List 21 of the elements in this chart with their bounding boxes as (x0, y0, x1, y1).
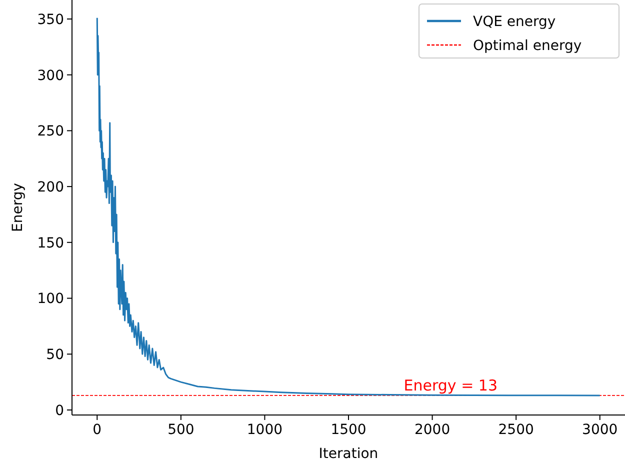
y-tick-label: 250 (37, 124, 64, 140)
x-axis-title: Iteration (318, 446, 378, 462)
y-tick-label: 150 (37, 235, 64, 252)
x-tick-label: 500 (168, 422, 194, 438)
y-tick-label: 50 (46, 347, 64, 364)
line-series (96, 17, 601, 396)
x-tick-label: 0 (92, 422, 102, 438)
legend-label: Optimal energy (473, 38, 582, 54)
y-tick-label: 100 (37, 291, 64, 308)
x-tick-label: 1000 (246, 422, 283, 438)
x-tick-label: 3000 (582, 422, 618, 438)
y-tick-label: 0 (55, 402, 64, 419)
y-tick-label: 300 (37, 68, 64, 84)
y-axis-title: Energy (10, 182, 26, 232)
x-tick-label: 2000 (414, 422, 450, 438)
x-tick-label: 2500 (498, 422, 534, 438)
legend-label: VQE energy (473, 14, 556, 30)
y-tick-label: 200 (37, 179, 64, 196)
annotation: Energy = 13 (404, 376, 498, 394)
x-tick-label: 1500 (330, 422, 366, 438)
y-tick-label: 350 (37, 12, 64, 28)
